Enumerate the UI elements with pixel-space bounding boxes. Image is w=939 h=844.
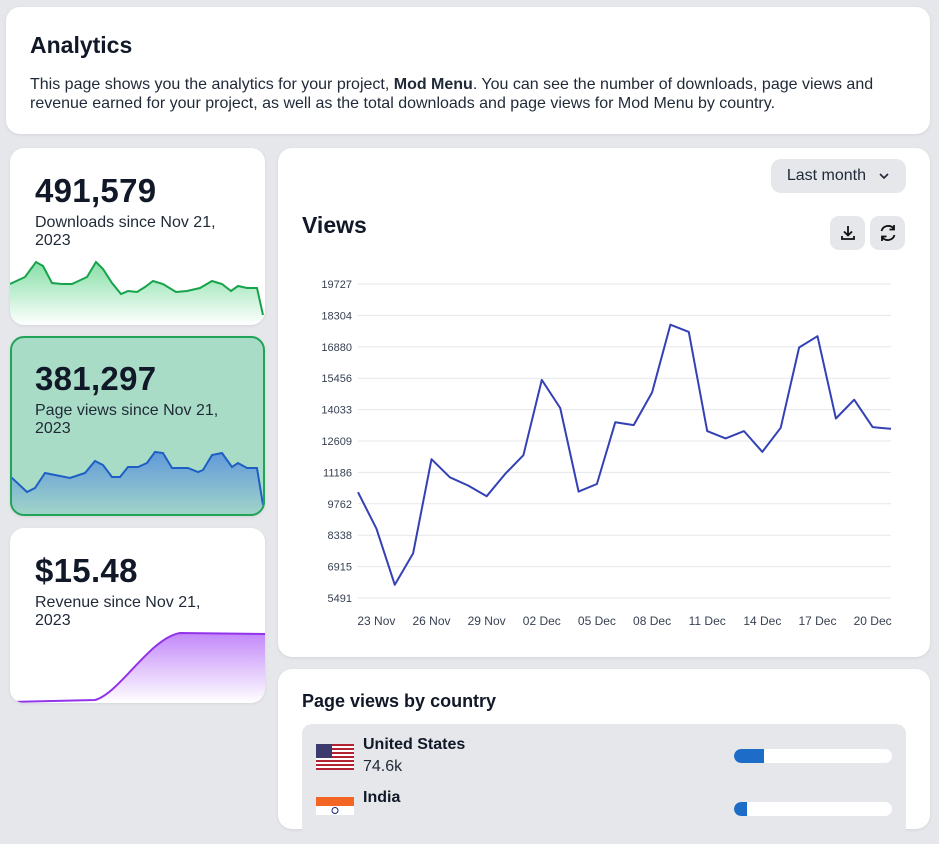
project-name: Mod Menu — [394, 76, 473, 93]
downloads-value: 491,579 — [35, 172, 240, 210]
x-tick-label: 29 Nov — [468, 614, 506, 628]
x-tick-label: 20 Dec — [854, 614, 892, 628]
x-tick-label: 08 Dec — [633, 614, 671, 628]
country-value: 74.6k — [363, 758, 465, 776]
x-tick-label: 17 Dec — [798, 614, 836, 628]
views-line-chart: 19727 18304 16880 15456 14033 12609 11186 9762 8… — [278, 148, 930, 657]
country-list: United States 74.6k India — [302, 724, 906, 844]
x-tick-label: 14 Dec — [743, 614, 781, 628]
y-tick-label: 8338 — [328, 530, 352, 542]
views-series-line — [358, 325, 891, 585]
india-flag-icon — [316, 797, 354, 823]
page-title: Analytics — [30, 32, 906, 59]
x-tick-label: 23 Nov — [357, 614, 395, 628]
x-tick-label: 05 Dec — [578, 614, 616, 628]
page-views-label: Page views since Nov 21, 2023 — [35, 402, 240, 438]
downloads-label: Downloads since Nov 21, 2023 — [35, 214, 240, 250]
revenue-label: Revenue since Nov 21, 2023 — [35, 594, 240, 630]
countries-title: Page views by country — [302, 691, 906, 712]
y-tick-label: 9762 — [328, 499, 352, 511]
y-tick-label: 14033 — [321, 405, 352, 417]
y-tick-label: 15456 — [321, 373, 352, 385]
page-description: This page shows you the analytics for yo… — [30, 75, 906, 113]
x-tick-label: 02 Dec — [523, 614, 561, 628]
x-tick-label: 26 Nov — [413, 614, 451, 628]
x-tick-label: 11 Dec — [689, 614, 726, 628]
countries-card: Page views by country United States 74.6k… — [278, 669, 930, 829]
y-tick-label: 6915 — [328, 562, 352, 574]
page-views-stat-card[interactable]: 381,297 Page views since Nov 21, 2023 — [10, 336, 265, 516]
y-tick-label: 11186 — [323, 467, 352, 479]
country-name: United States — [363, 736, 465, 754]
desc-text: This page shows you the analytics for yo… — [30, 76, 394, 93]
country-share-bar — [734, 802, 892, 816]
country-name: India — [363, 789, 400, 807]
country-row-united-states: United States 74.6k — [316, 736, 892, 789]
y-tick-label: 16880 — [321, 342, 352, 354]
y-tick-label: 18304 — [321, 310, 352, 322]
y-tick-label: 12609 — [321, 436, 352, 448]
country-share-bar — [734, 749, 892, 763]
page-views-value: 381,297 — [35, 360, 240, 398]
y-tick-label: 19727 — [321, 279, 352, 291]
revenue-stat-card[interactable]: $15.48 Revenue since Nov 21, 2023 — [10, 528, 265, 703]
country-row-india: India — [316, 789, 892, 842]
us-flag-icon — [316, 744, 354, 770]
y-tick-label: 5491 — [328, 593, 352, 605]
header-card: Analytics This page shows you the analyt… — [6, 7, 930, 134]
revenue-value: $15.48 — [35, 552, 240, 590]
downloads-stat-card[interactable]: 491,579 Downloads since Nov 21, 2023 — [10, 148, 265, 325]
